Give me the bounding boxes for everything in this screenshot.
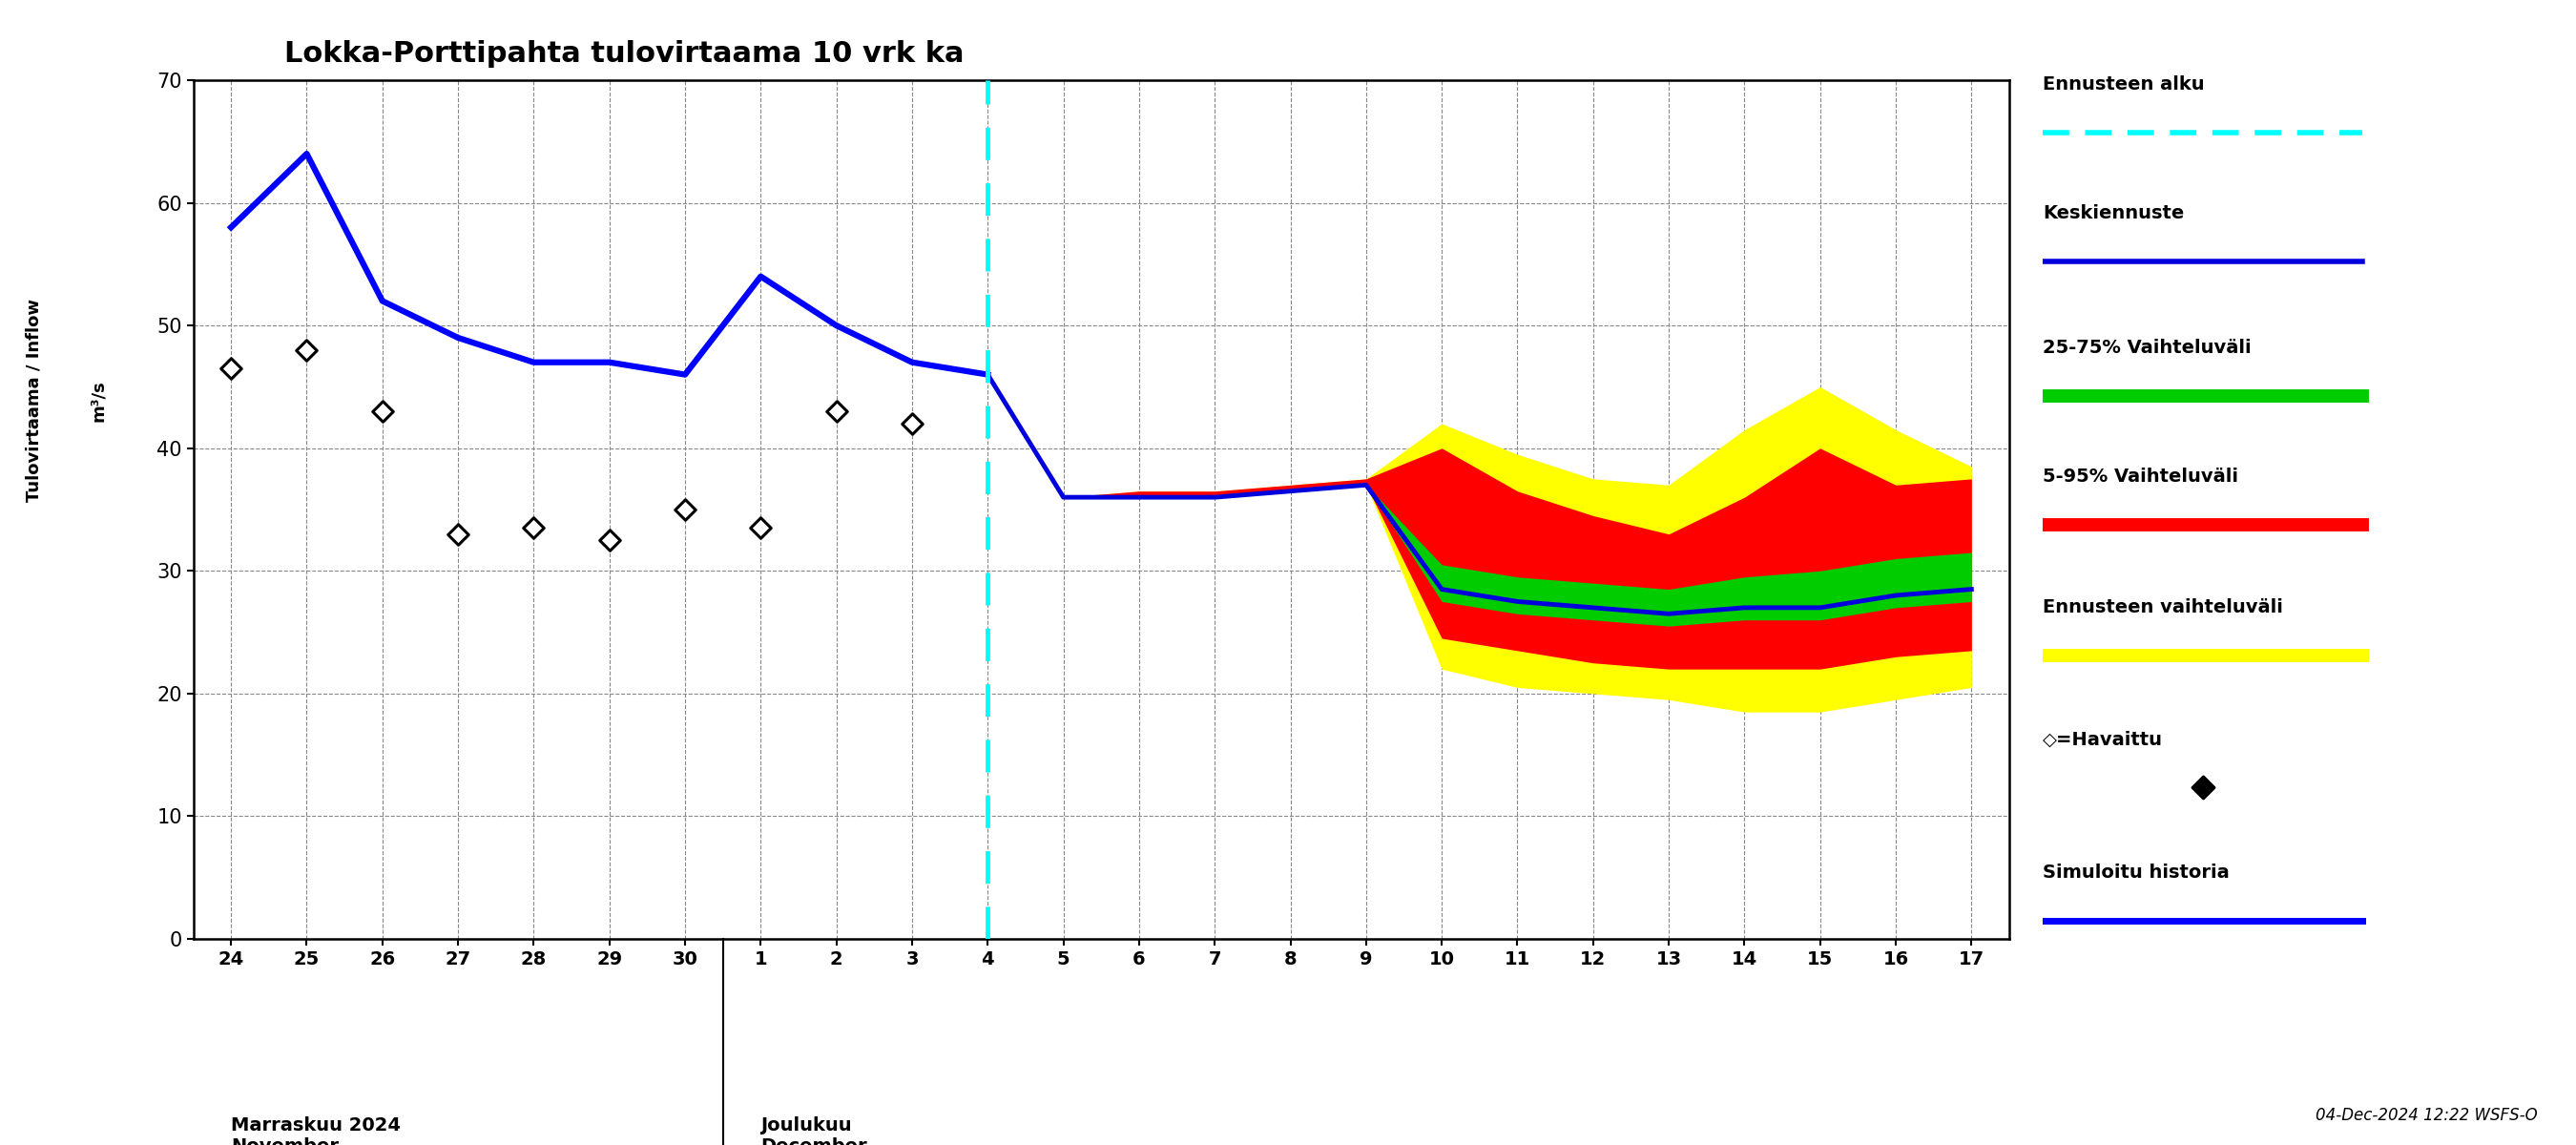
Text: Ennusteen alku: Ennusteen alku: [2043, 76, 2205, 93]
Text: Simuloitu historia: Simuloitu historia: [2043, 863, 2228, 882]
Text: m³/s: m³/s: [90, 380, 106, 421]
Point: [286, 341, 327, 360]
Point: [438, 524, 479, 543]
Point: [891, 414, 933, 433]
Point: [739, 519, 781, 537]
Text: Tulovirtaama / Inflow: Tulovirtaama / Inflow: [26, 299, 41, 503]
Text: 04-Dec-2024 12:22 WSFS-O: 04-Dec-2024 12:22 WSFS-O: [2316, 1107, 2537, 1124]
Text: Marraskuu 2024
November: Marraskuu 2024 November: [232, 1116, 402, 1145]
Text: Ennusteen vaihteluväli: Ennusteen vaihteluväli: [2043, 599, 2282, 617]
Text: Joulukuu
December: Joulukuu December: [760, 1116, 868, 1145]
Point: [2182, 779, 2223, 797]
Point: [513, 519, 554, 537]
Text: 5-95% Vaihteluväli: 5-95% Vaihteluväli: [2043, 467, 2239, 485]
Point: [817, 402, 858, 420]
Point: [211, 360, 252, 378]
Point: [590, 531, 631, 550]
Text: ◇=Havaittu: ◇=Havaittu: [2043, 731, 2164, 749]
Point: [665, 500, 706, 519]
Text: Lokka-Porttipahta tulovirtaama 10 vrk ka: Lokka-Porttipahta tulovirtaama 10 vrk ka: [283, 40, 963, 68]
Point: [361, 402, 402, 420]
Text: Keskiennuste: Keskiennuste: [2043, 205, 2184, 222]
Text: 25-75% Vaihteluväli: 25-75% Vaihteluväli: [2043, 339, 2251, 357]
